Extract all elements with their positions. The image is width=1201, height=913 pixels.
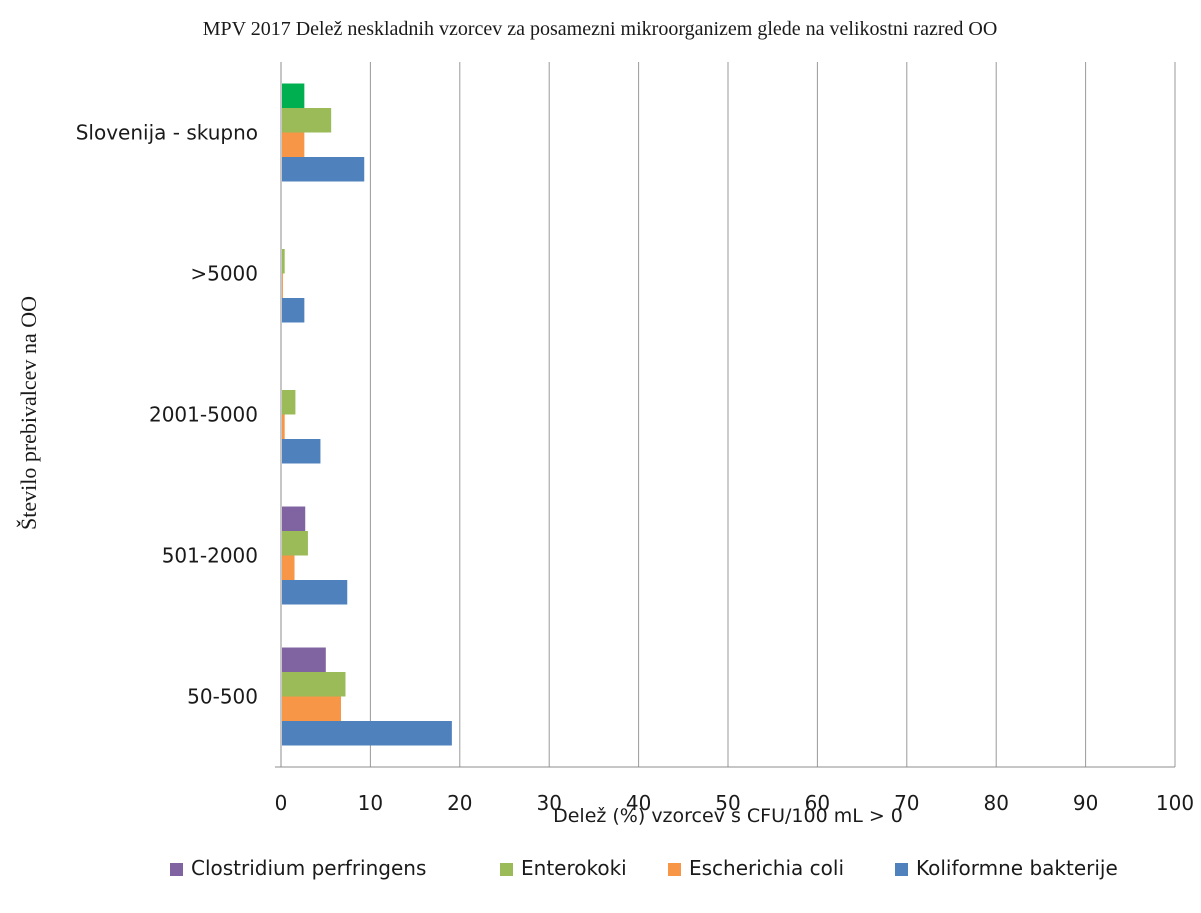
x-tick-labels: 0 10 20 30 40 50 60 70 80 90 100 <box>275 791 1194 815</box>
axes <box>275 62 1175 768</box>
bar <box>282 249 285 274</box>
legend-swatch <box>500 863 513 876</box>
bar <box>282 298 305 323</box>
bar <box>282 132 305 157</box>
x-tick-label: 90 <box>1073 791 1098 815</box>
bar <box>282 439 321 464</box>
bar <box>282 721 452 746</box>
x-tick-label: 70 <box>894 791 919 815</box>
legend: Clostridium perfringens Enterokoki Escheri… <box>170 856 1118 880</box>
bars <box>282 83 452 746</box>
x-tick-label: 10 <box>358 791 383 815</box>
legend-label: Clostridium perfringens <box>191 856 426 880</box>
bar <box>282 390 296 415</box>
x-tick-label: 20 <box>447 791 472 815</box>
bar <box>282 273 283 298</box>
legend-swatch <box>170 863 183 876</box>
x-tick-label: 80 <box>983 791 1008 815</box>
legend-label: Enterokoki <box>521 856 627 880</box>
x-tick-label: 40 <box>626 791 651 815</box>
bar <box>282 531 308 556</box>
bar <box>282 647 326 672</box>
bar <box>282 580 348 605</box>
x-tick-label: 60 <box>805 791 830 815</box>
category-label: 2001-5000 <box>149 403 258 427</box>
gridlines <box>369 62 1176 767</box>
bar <box>282 555 295 580</box>
bar <box>282 672 346 697</box>
bar <box>282 108 332 133</box>
legend-label: Escherichia coli <box>689 856 844 880</box>
bar <box>282 414 285 439</box>
category-label: 50-500 <box>187 685 258 709</box>
legend-swatch <box>668 863 681 876</box>
legend-label: Koliformne bakterije <box>916 856 1118 880</box>
category-labels: Slovenija - skupno >5000 2001-5000 501-2000… <box>76 121 258 709</box>
bar <box>282 506 306 531</box>
legend-swatch <box>895 863 908 876</box>
bar <box>282 83 305 108</box>
category-label: >5000 <box>190 262 258 286</box>
category-label: 501-2000 <box>162 544 258 568</box>
x-tick-label: 50 <box>715 791 740 815</box>
x-tick-label: 30 <box>536 791 561 815</box>
chart-title: MPV 2017 Delež neskladnih vzorcev za pos… <box>203 18 998 40</box>
category-label: Slovenija - skupno <box>76 121 258 145</box>
y-axis-label: Število prebivalcev na OO <box>16 296 41 530</box>
x-tick-label: 0 <box>275 791 288 815</box>
x-tick-label: 100 <box>1156 791 1194 815</box>
x-axis-label: Delež (%) vzorcev s CFU/100 mL > 0 <box>553 805 903 827</box>
bar <box>282 157 365 182</box>
bar <box>282 696 342 721</box>
